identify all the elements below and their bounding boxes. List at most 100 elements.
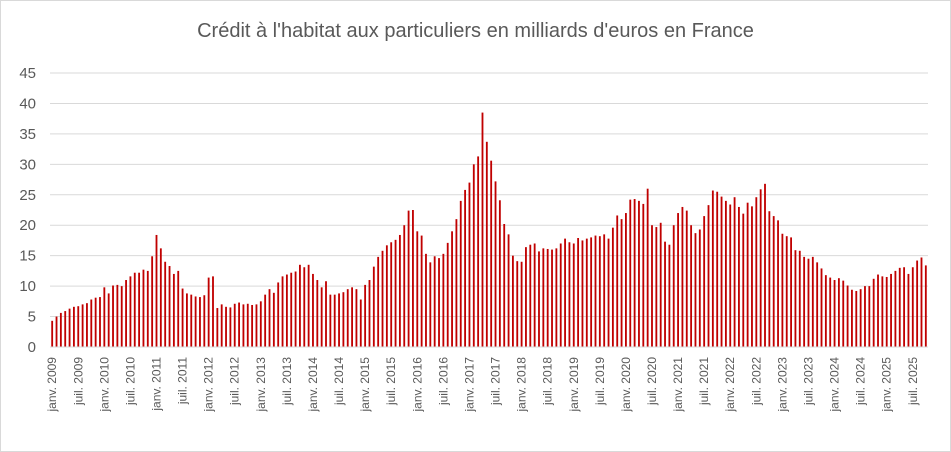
bar: [285, 274, 288, 347]
x-tick-label: janv. 2014: [306, 357, 320, 413]
bar: [894, 270, 897, 347]
bar: [368, 280, 371, 347]
x-tick-label: juil. 2010: [123, 357, 137, 406]
x-tick-label: janv. 2021: [671, 357, 685, 413]
bar: [629, 199, 632, 347]
bar: [855, 290, 858, 347]
bar: [429, 262, 432, 347]
x-axis-tick-labels: janv. 2009 juil. 2009 janv. 2010 juil. 2010…: [45, 357, 920, 413]
bar: [777, 220, 779, 347]
bar: [755, 197, 758, 347]
bar: [64, 311, 67, 347]
bar: [338, 293, 340, 347]
bars: [51, 112, 927, 347]
bar: [133, 272, 136, 347]
bar: [433, 256, 436, 347]
bar: [103, 287, 106, 347]
bar: [203, 295, 206, 347]
y-tick-label: 45: [19, 65, 36, 82]
bar: [816, 262, 819, 347]
bar: [77, 306, 80, 347]
y-tick-label: 30: [19, 156, 36, 173]
y-tick-label: 10: [19, 278, 36, 295]
bar: [398, 234, 401, 347]
bar: [116, 284, 119, 347]
bar: [516, 261, 519, 347]
bar: [742, 213, 745, 347]
bar: [125, 280, 127, 347]
bar: [729, 204, 732, 347]
bar: [385, 245, 388, 347]
bar: [451, 231, 453, 347]
bar: [651, 225, 653, 347]
x-tick-label: janv. 2011: [150, 357, 164, 412]
bar: [924, 265, 927, 347]
bar: [655, 227, 658, 347]
bar: [703, 216, 706, 347]
x-tick-label: janv. 2016: [410, 357, 424, 413]
bar: [442, 253, 445, 347]
bar: [690, 225, 693, 347]
bar: [242, 304, 245, 347]
bar: [438, 258, 440, 347]
bar: [72, 306, 75, 347]
y-tick-label: 35: [19, 126, 36, 143]
bar: [299, 264, 301, 347]
x-tick-label: janv. 2009: [45, 357, 59, 413]
x-tick-label: juil. 2024: [854, 357, 868, 406]
gridlines: [50, 72, 928, 318]
bar: [272, 292, 275, 347]
bar: [677, 213, 679, 347]
x-tick-label: juil. 2019: [593, 357, 607, 406]
x-tick-label: janv. 2023: [775, 357, 789, 413]
bar: [377, 256, 380, 347]
bar: [551, 249, 553, 347]
x-tick-label: juil. 2016: [436, 357, 450, 406]
bar: [820, 268, 823, 347]
x-tick-label: juil. 2018: [541, 357, 555, 406]
bar: [764, 183, 766, 347]
bar: [177, 270, 180, 347]
bar: [759, 189, 762, 347]
bar: [490, 160, 493, 347]
x-tick-label: janv. 2018: [515, 357, 529, 413]
bar: [390, 242, 393, 347]
bar: [481, 112, 484, 347]
bar: [611, 227, 614, 347]
bar: [538, 251, 540, 347]
bar: [642, 203, 645, 347]
bar: [633, 199, 636, 347]
bar: [620, 219, 623, 347]
bar: [329, 294, 332, 347]
bar: [733, 197, 736, 347]
bar: [333, 294, 336, 347]
bar: [685, 210, 688, 347]
bar: [107, 293, 110, 347]
bar: [207, 277, 210, 347]
bar: [303, 267, 306, 347]
bar: [542, 248, 545, 347]
y-tick-label: 20: [19, 217, 36, 234]
bar: [907, 273, 910, 347]
bar: [159, 248, 162, 347]
bar: [851, 289, 853, 347]
bar: [99, 297, 101, 347]
bar: [464, 189, 467, 347]
bar: [199, 297, 201, 347]
bar: [785, 236, 788, 347]
bar: [381, 250, 384, 347]
bar: [55, 316, 58, 347]
x-tick-label: janv. 2025: [880, 357, 894, 413]
bar: [181, 288, 184, 347]
bar: [833, 280, 836, 347]
bar: [494, 181, 497, 347]
bar: [246, 303, 249, 347]
bar: [307, 264, 310, 347]
bar: [416, 231, 419, 347]
bar: [716, 191, 719, 347]
bar: [359, 299, 362, 347]
bar: [142, 269, 145, 347]
bar: [86, 303, 88, 347]
bar: [646, 188, 649, 347]
